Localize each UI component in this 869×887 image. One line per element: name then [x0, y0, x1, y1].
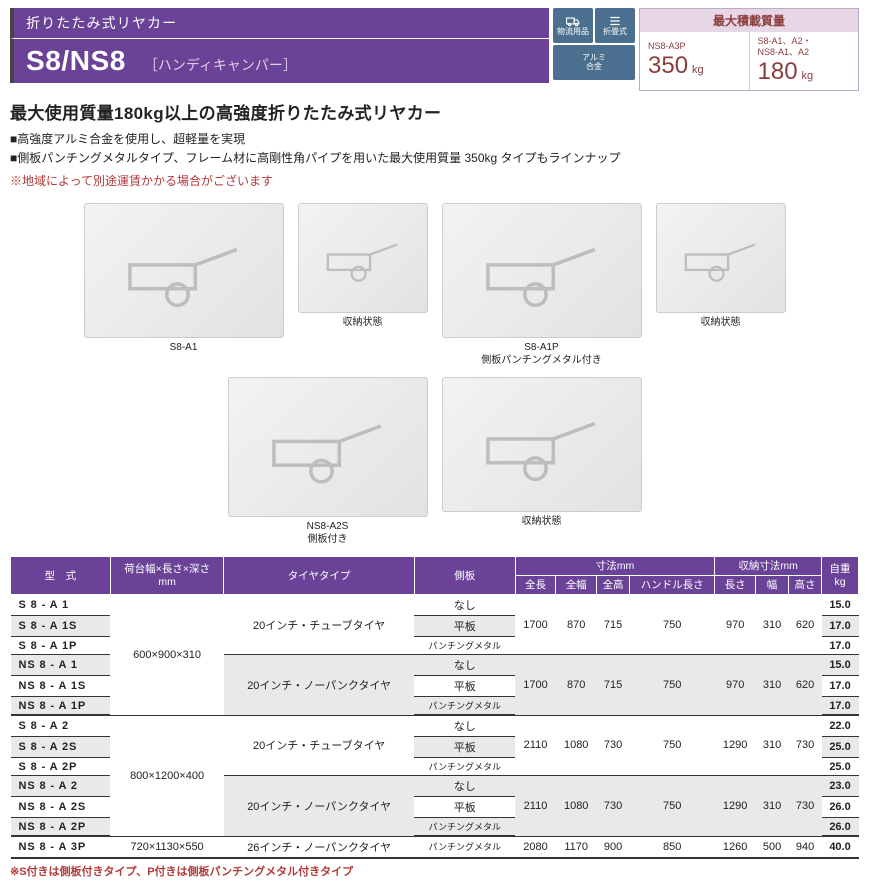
- capacity-box: 最大積載質量 NS8-A3P 350kg S8-A1、A2・ NS8-A1、A2…: [639, 8, 859, 91]
- category-label: 折りたたみ式リヤカー: [10, 8, 549, 38]
- product-image-placeholder: [298, 203, 428, 313]
- model-code: S8/NS8: [26, 45, 126, 77]
- bullet-item: ■側板パンチングメタルタイプ、フレーム材に高剛性角パイプを用いた最大使用質量 3…: [10, 149, 859, 168]
- spec-row: NS 8 - A 3P720×1130×55026インチ・ノーパンクタイヤパンチ…: [11, 836, 859, 858]
- gallery-caption: 収納状態: [343, 316, 383, 329]
- gallery-item: 収納状態: [656, 203, 786, 367]
- capacity-left-value: 350: [648, 52, 688, 79]
- bullet-item: ■高強度アルミ合金を使用し、超軽量を実現: [10, 130, 859, 149]
- capacity-title: 最大積載質量: [640, 9, 858, 32]
- product-image-placeholder: [442, 377, 642, 512]
- table-footnote: ※S付きは側板付きタイプ、P付きは側板パンチングメタル付きタイプ: [10, 863, 859, 879]
- gallery-caption: S8-A1P 側板パンチングメタル付き: [481, 341, 602, 367]
- badge-aluminum: アルミ 合金: [553, 45, 635, 80]
- fold-icon: [608, 14, 622, 28]
- gallery-caption: NS8-A2S 側板付き: [307, 520, 349, 546]
- product-image-placeholder: [228, 377, 428, 517]
- gallery-caption: S8-A1: [170, 341, 198, 354]
- gallery-item: S8-A1: [84, 203, 284, 367]
- gallery-item: NS8-A2S 側板付き: [228, 377, 428, 546]
- feature-badges: 物流用品 折畳式 アルミ 合金: [553, 8, 635, 91]
- spec-table: 型 式 荷台幅×長さ×深さ mm タイヤタイプ 側板 寸法mm 収納寸法mm 自…: [10, 556, 859, 859]
- product-subname: ［ハンディキャンパー］: [144, 55, 297, 75]
- gallery-caption: 収納状態: [522, 515, 562, 528]
- gallery-caption: 収納状態: [701, 316, 741, 329]
- spec-row: S 8 - A 1600×900×31020インチ・チューブタイヤなし17008…: [11, 595, 859, 616]
- product-image-placeholder: [656, 203, 786, 313]
- bullet-list: ■高強度アルミ合金を使用し、超軽量を実現■側板パンチングメタルタイプ、フレーム材…: [10, 130, 859, 168]
- capacity-left-model: NS8-A3P: [648, 41, 741, 52]
- headline: 最大使用質量180kg以上の高強度折りたたみ式リヤカー: [10, 99, 859, 124]
- capacity-right-model: S8-A1、A2・ NS8-A1、A2: [758, 36, 851, 58]
- badge-foldable: 折畳式: [595, 8, 635, 43]
- gallery-item: 収納状態: [442, 377, 642, 546]
- title-block: 折りたたみ式リヤカー S8/NS8 ［ハンディキャンパー］: [10, 8, 549, 91]
- capacity-right-value: 180: [758, 58, 798, 85]
- shipping-note: ※地域によって別途運賃かかる場合がございます: [10, 172, 859, 189]
- truck-icon: [566, 14, 580, 28]
- spec-row: S 8 - A 2800×1200×40020インチ・チューブタイヤなし2110…: [11, 715, 859, 737]
- gallery-item: 収納状態: [298, 203, 428, 367]
- gallery-item: S8-A1P 側板パンチングメタル付き: [442, 203, 642, 367]
- product-image-placeholder: [84, 203, 284, 338]
- product-gallery: S8-A1収納状態S8-A1P 側板パンチングメタル付き収納状態NS8-A2S …: [10, 203, 859, 546]
- badge-logistics: 物流用品: [553, 8, 593, 43]
- product-image-placeholder: [442, 203, 642, 338]
